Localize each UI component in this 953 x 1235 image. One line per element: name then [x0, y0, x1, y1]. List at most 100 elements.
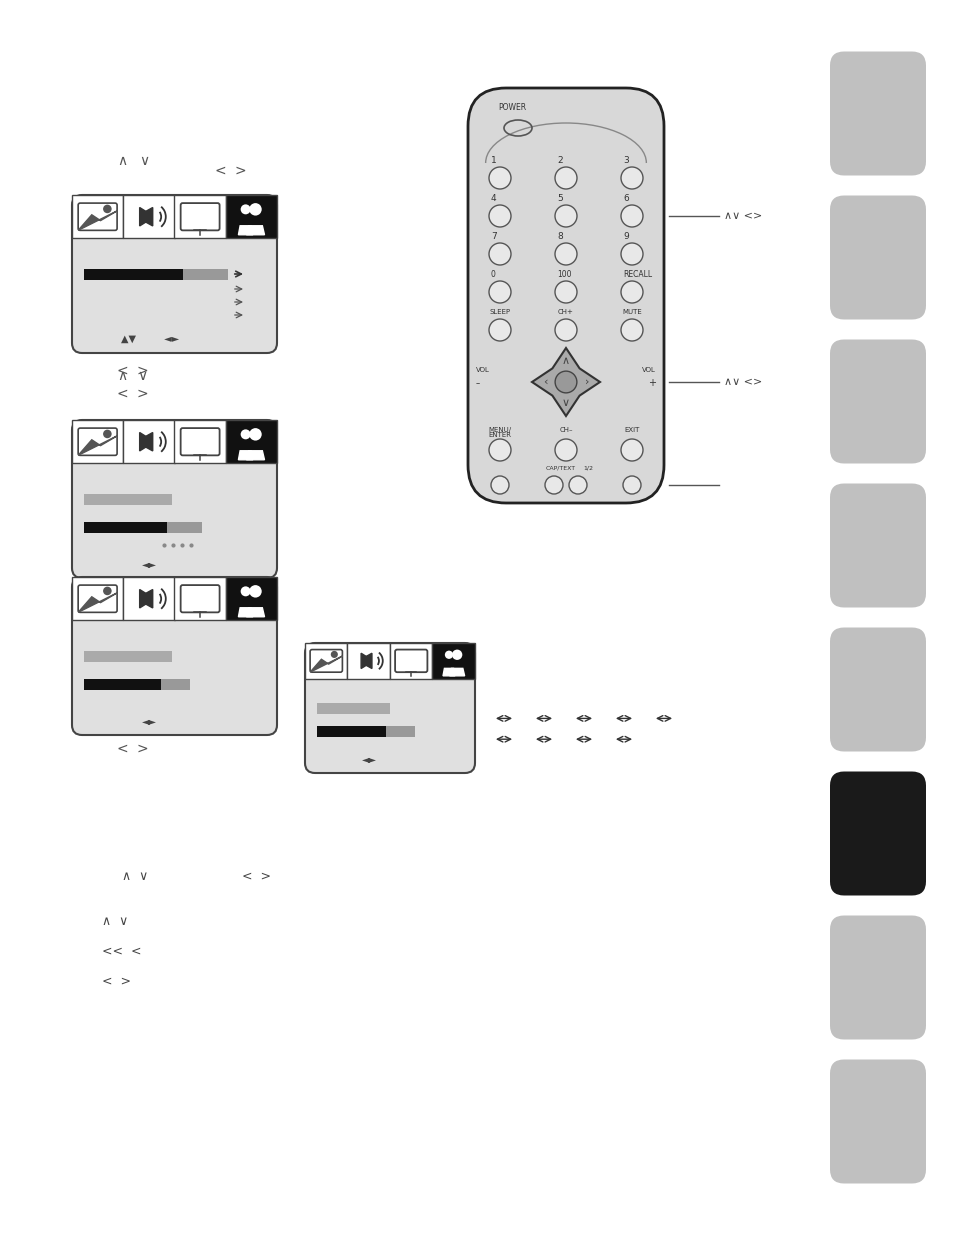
- FancyBboxPatch shape: [305, 643, 475, 773]
- Text: ∧: ∧: [117, 369, 127, 383]
- Polygon shape: [146, 207, 152, 226]
- FancyBboxPatch shape: [829, 915, 925, 1040]
- Text: ∨: ∨: [137, 603, 147, 618]
- Text: 1: 1: [491, 156, 497, 165]
- Text: RECALL: RECALL: [622, 270, 652, 279]
- Text: CAP/TEXT: CAP/TEXT: [545, 466, 576, 471]
- Bar: [305, 643, 347, 679]
- Circle shape: [249, 585, 261, 598]
- Bar: [84, 522, 167, 534]
- Circle shape: [620, 205, 642, 227]
- Circle shape: [620, 243, 642, 266]
- Circle shape: [240, 430, 251, 440]
- Text: ∧  ∨: ∧ ∨: [102, 915, 128, 927]
- Polygon shape: [246, 226, 264, 235]
- Bar: [71, 577, 123, 620]
- Bar: [71, 420, 123, 463]
- Circle shape: [103, 430, 112, 438]
- Bar: [123, 577, 174, 620]
- Text: >: >: [136, 387, 148, 401]
- Text: 3: 3: [622, 156, 628, 165]
- Circle shape: [489, 438, 511, 461]
- Polygon shape: [246, 608, 264, 616]
- Polygon shape: [238, 226, 253, 235]
- Circle shape: [489, 243, 511, 266]
- Text: POWER: POWER: [497, 103, 525, 112]
- Circle shape: [491, 475, 509, 494]
- Circle shape: [489, 205, 511, 227]
- Text: ∧∨ <>: ∧∨ <>: [723, 211, 761, 221]
- Polygon shape: [139, 432, 146, 451]
- Circle shape: [620, 319, 642, 341]
- FancyBboxPatch shape: [829, 52, 925, 175]
- Bar: [71, 195, 123, 238]
- Bar: [347, 643, 390, 679]
- Text: 5: 5: [557, 194, 562, 203]
- Circle shape: [555, 205, 577, 227]
- Bar: [226, 577, 276, 620]
- Bar: [226, 420, 276, 463]
- Circle shape: [249, 429, 261, 441]
- Text: +: +: [647, 378, 656, 388]
- Bar: [183, 268, 228, 279]
- Circle shape: [331, 651, 337, 658]
- FancyBboxPatch shape: [71, 195, 276, 353]
- Bar: [390, 643, 432, 679]
- Text: >: >: [233, 164, 246, 178]
- Bar: [316, 726, 386, 737]
- Text: VOL: VOL: [476, 367, 489, 373]
- Circle shape: [452, 650, 462, 659]
- Text: ›: ›: [584, 377, 589, 387]
- Text: ∨: ∨: [561, 398, 570, 408]
- Circle shape: [555, 167, 577, 189]
- FancyBboxPatch shape: [71, 577, 276, 735]
- Bar: [84, 494, 172, 505]
- FancyBboxPatch shape: [468, 88, 663, 503]
- Circle shape: [489, 319, 511, 341]
- Bar: [84, 679, 161, 690]
- Bar: [161, 679, 190, 690]
- Polygon shape: [532, 348, 599, 416]
- Text: 9: 9: [622, 232, 628, 241]
- FancyBboxPatch shape: [829, 483, 925, 608]
- Text: ▲▼         ◄►: ▲▼ ◄►: [121, 333, 179, 345]
- Circle shape: [555, 372, 577, 393]
- Text: 4: 4: [491, 194, 497, 203]
- Text: ∨: ∨: [139, 154, 149, 168]
- Polygon shape: [361, 653, 366, 668]
- FancyBboxPatch shape: [71, 420, 276, 578]
- Bar: [123, 420, 174, 463]
- Circle shape: [489, 282, 511, 303]
- Bar: [174, 195, 226, 238]
- Text: 1/2: 1/2: [582, 466, 593, 471]
- Bar: [316, 703, 390, 714]
- Circle shape: [568, 475, 586, 494]
- Circle shape: [622, 475, 640, 494]
- Text: ∧∨ <>: ∧∨ <>: [723, 377, 761, 387]
- Text: <<  <: << <: [102, 945, 141, 958]
- Text: CH+: CH+: [558, 309, 574, 315]
- Text: ‹: ‹: [542, 377, 547, 387]
- Text: ∧  ∨: ∧ ∨: [122, 869, 148, 883]
- Polygon shape: [246, 451, 264, 459]
- Text: <: <: [116, 585, 128, 599]
- Text: <  >: < >: [102, 974, 131, 988]
- Circle shape: [555, 282, 577, 303]
- Polygon shape: [78, 211, 117, 231]
- FancyBboxPatch shape: [829, 1060, 925, 1183]
- Text: MUTE: MUTE: [621, 309, 641, 315]
- Bar: [167, 522, 202, 534]
- Polygon shape: [310, 656, 342, 672]
- Bar: [84, 268, 183, 279]
- Text: <: <: [116, 742, 128, 756]
- Text: SLEEP: SLEEP: [489, 309, 510, 315]
- Bar: [174, 420, 226, 463]
- Circle shape: [555, 243, 577, 266]
- Text: ◄►: ◄►: [142, 559, 157, 569]
- Polygon shape: [139, 589, 146, 608]
- Text: <: <: [214, 164, 226, 178]
- Text: 7: 7: [491, 232, 497, 241]
- FancyBboxPatch shape: [829, 340, 925, 463]
- Text: MENU/: MENU/: [488, 427, 511, 433]
- Text: >: >: [136, 364, 148, 378]
